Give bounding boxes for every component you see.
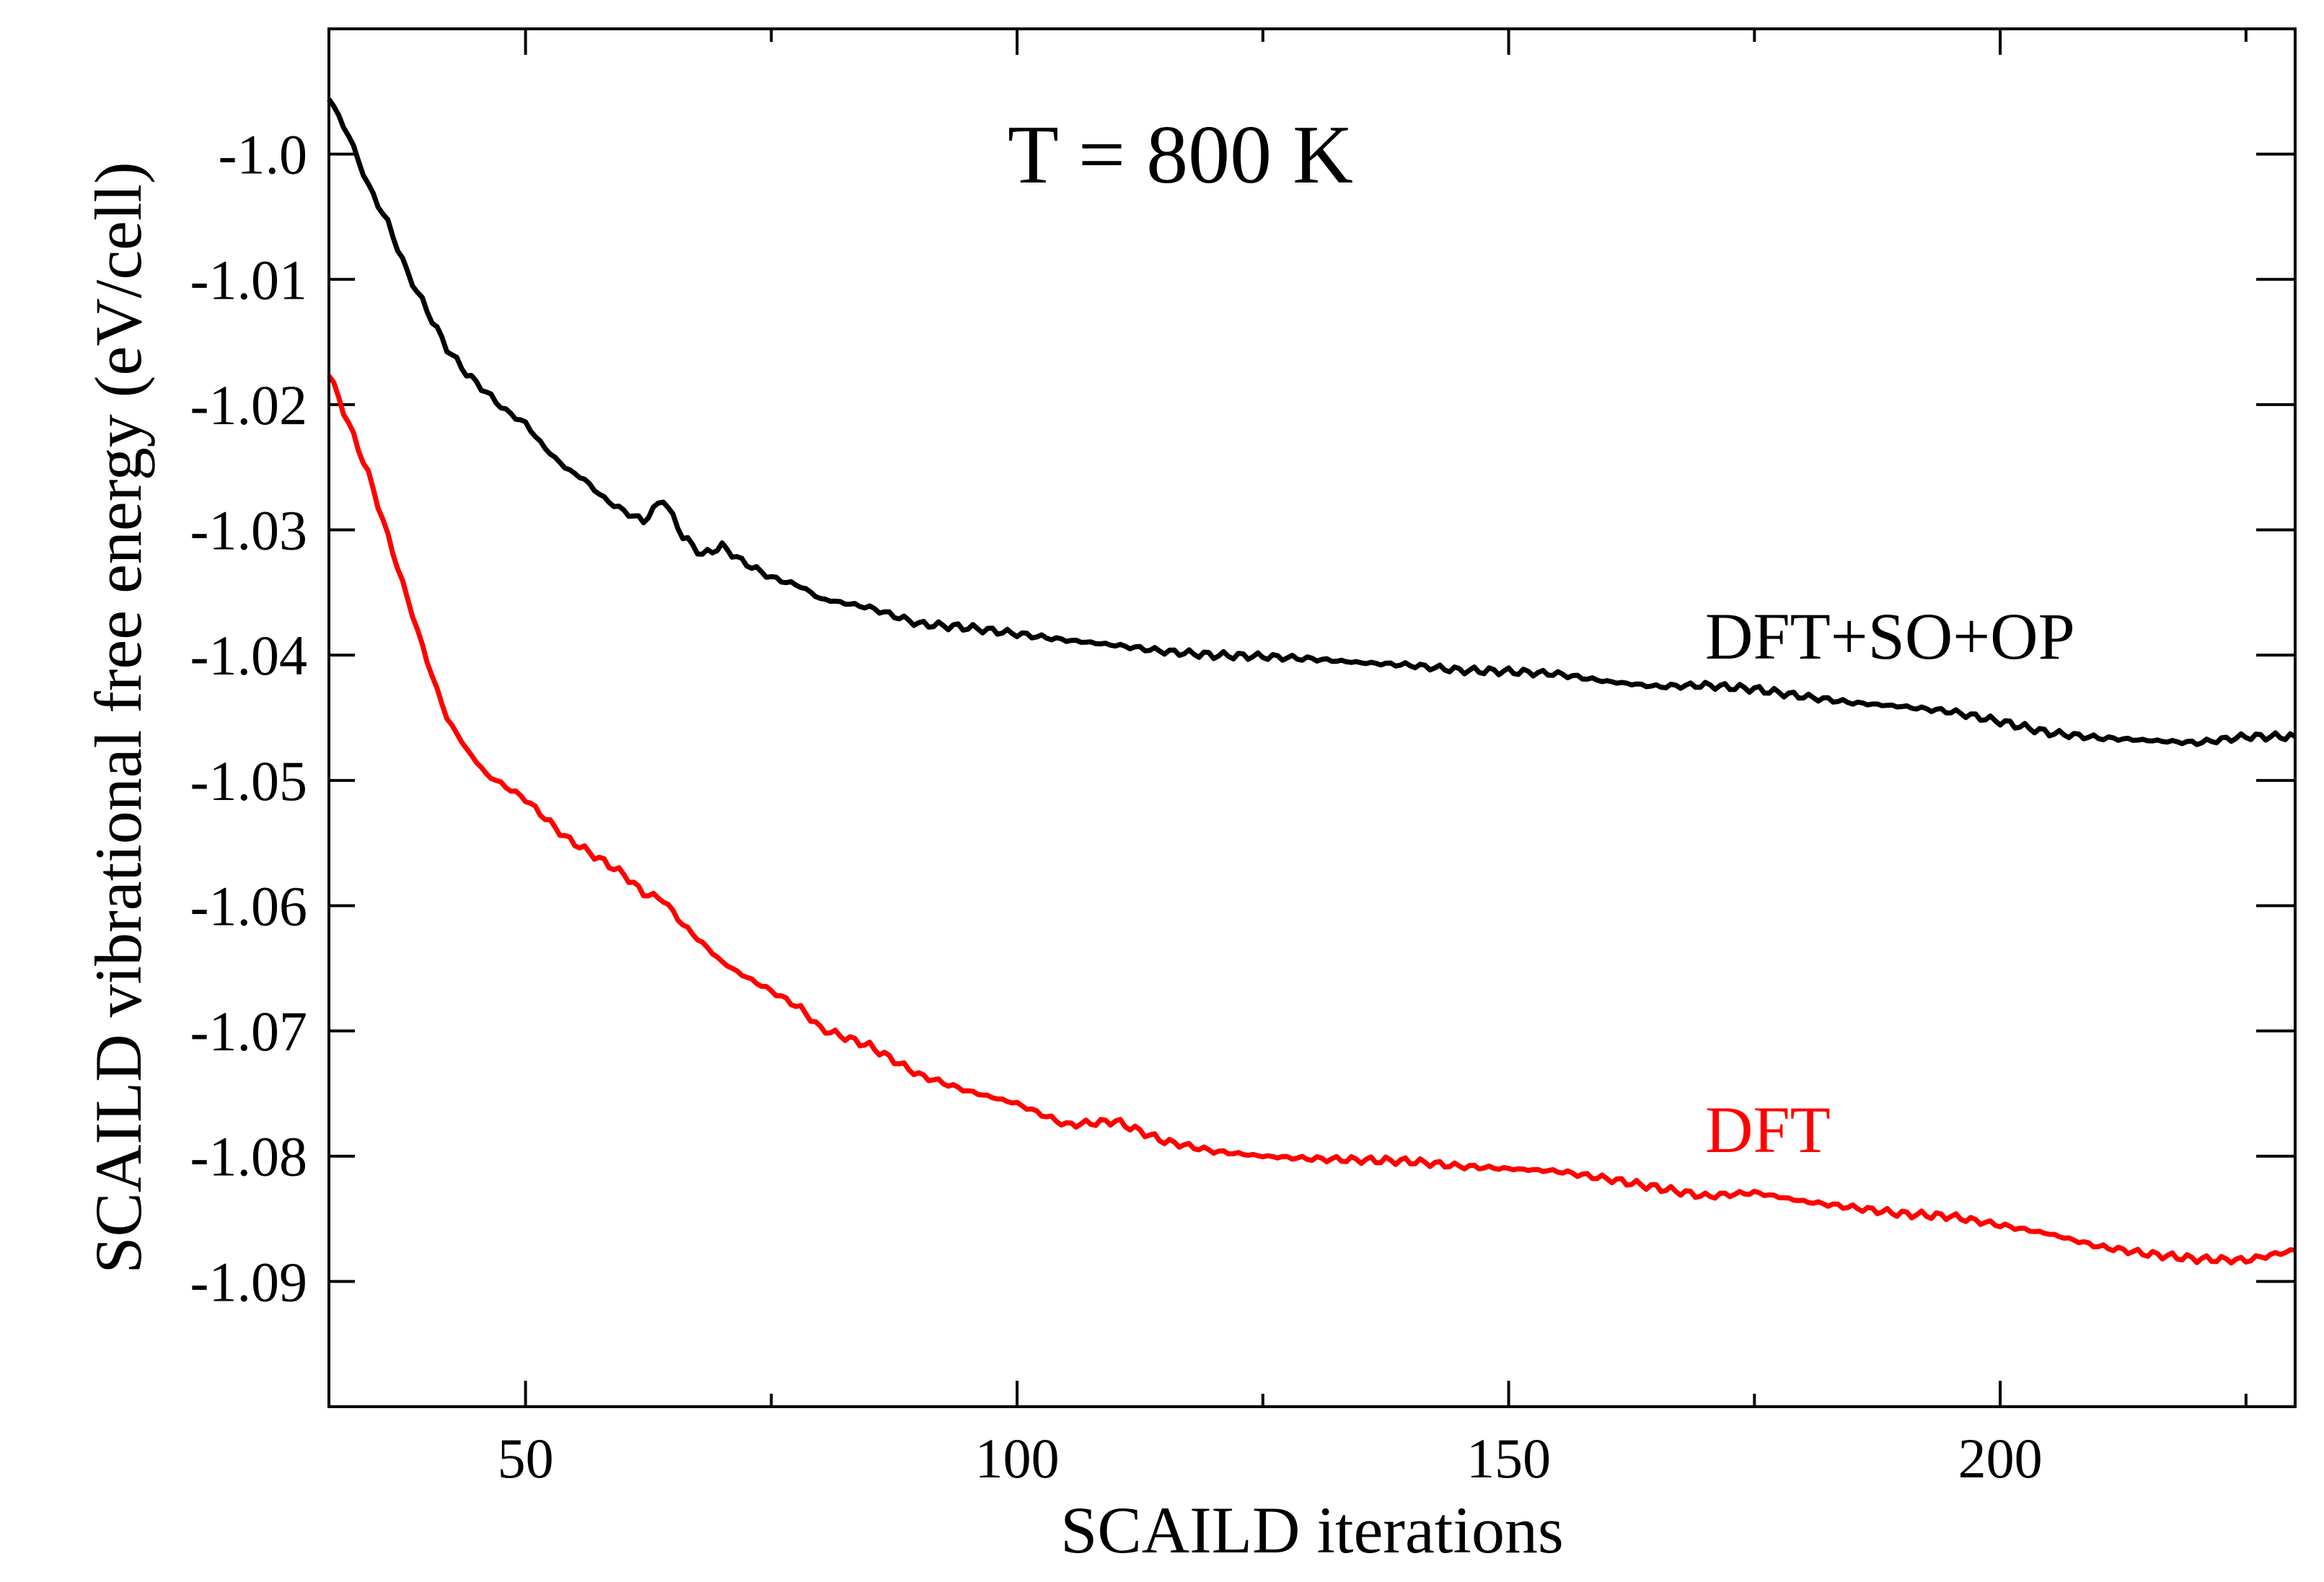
y-tick-label: -1.02 [190,374,307,436]
y-tick-label: -1.01 [190,248,307,311]
x-axis-ticks [524,29,2248,1407]
y-tick-label: -1.09 [190,1250,307,1313]
series-label-dft-so-op: DFT+SO+OP [1705,599,2075,673]
y-tick-label: -1.03 [190,499,307,562]
x-axis-title: SCAILD iterations [1060,1493,1564,1567]
y-tick-label: -1.07 [190,1000,307,1063]
series-label-dft: DFT [1705,1093,1831,1166]
plot-area [329,29,2295,1407]
plot-frame [327,27,2297,1408]
series-layer [327,97,2297,1266]
y-tick-label: -1.05 [190,750,307,812]
x-tick-label: 200 [1958,1427,2043,1490]
y-tick-label: -1.0 [219,123,307,186]
y-axis-ticks [329,152,2295,1283]
y-tick-label: -1.04 [190,624,307,687]
y-axis-tick-labels: -1.0 -1.01 -1.02 -1.03 -1.04 -1.05 -1.06 -1.07 -… [190,123,307,1314]
x-axis-tick-labels: 50 100 150 200 [498,1427,2043,1490]
x-tick-label: 150 [1466,1427,1551,1490]
y-tick-label: -1.08 [190,1125,307,1188]
y-axis-title: SCAILD vibrational free energy (eV/cell) [82,162,155,1273]
temperature-annotation: T = 800 K [1008,109,1353,201]
series-line-dft-so-op [327,97,2297,747]
y-tick-label: -1.06 [190,874,307,937]
x-tick-label: 100 [975,1427,1060,1490]
x-tick-label: 50 [498,1427,554,1490]
series-line-dft [327,374,2296,1266]
